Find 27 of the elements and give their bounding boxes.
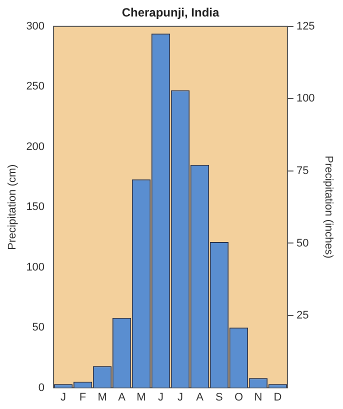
y-tick-label: 300 <box>26 20 45 32</box>
x-tick-label: A <box>118 391 126 404</box>
y2-tick-label: 100 <box>296 92 315 105</box>
y-axis-title: Precipitation (cm) <box>6 164 19 250</box>
y-tick-label: 100 <box>26 261 45 274</box>
x-tick-label: N <box>254 391 262 404</box>
chart-title: Cherapunji, India <box>122 6 220 20</box>
y2-axis-title: Precipitation (inches) <box>322 156 334 258</box>
x-tick-label: S <box>216 391 223 404</box>
y2-tick-label: 50 <box>296 237 309 250</box>
x-tick-label: A <box>196 391 204 404</box>
y-tick-label: 200 <box>26 140 45 153</box>
y2-tick-label: 25 <box>296 310 309 322</box>
x-tick-label: M <box>98 391 107 404</box>
y-tick-label: 150 <box>26 201 45 214</box>
y2-tick-label: 125 <box>296 20 315 32</box>
x-tick-label: D <box>274 391 282 404</box>
y-tick-label: 50 <box>32 322 45 334</box>
x-tick-label: J <box>60 391 66 404</box>
x-tick-label: F <box>79 391 86 404</box>
y2-tick-label: 75 <box>296 164 309 177</box>
x-tick-label: J <box>177 391 183 404</box>
x-tick-label: O <box>234 391 244 404</box>
x-tick-label: J <box>158 391 164 404</box>
y-tick-label: 250 <box>26 80 45 93</box>
x-tick-label: M <box>136 391 146 404</box>
y-tick-label: 0 <box>38 382 45 394</box>
